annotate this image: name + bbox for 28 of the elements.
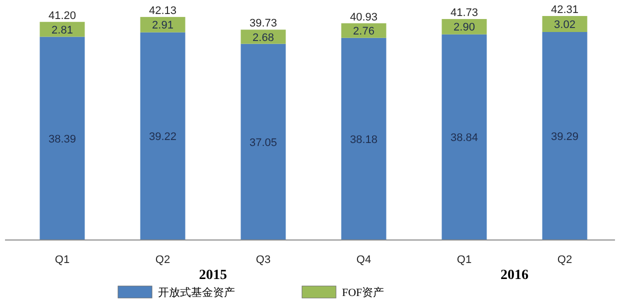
x-tick-label: Q4 <box>356 254 372 266</box>
data-label: 38.18 <box>350 134 378 146</box>
data-label: 38.84 <box>450 132 478 144</box>
legend-label: FOF资产 <box>342 286 384 299</box>
data-label: 39.29 <box>550 130 579 143</box>
total-label: 41.20 <box>48 10 76 22</box>
data-label: 37.05 <box>249 136 278 149</box>
x-tick-label: Q2 <box>557 254 572 266</box>
x-tick-label: Q1 <box>456 254 472 266</box>
x-tick-label: Q3 <box>256 254 271 266</box>
data-label: 38.39 <box>48 133 76 146</box>
x-tick-label: Q2 <box>155 254 170 266</box>
data-label: 2.90 <box>454 22 475 34</box>
data-label: 3.02 <box>554 18 576 31</box>
text: 2015 <box>199 268 227 283</box>
x-tick-label: Q1 <box>54 254 70 266</box>
total-label: 42.31 <box>550 4 579 16</box>
text: 2016 <box>500 268 528 283</box>
total-label: 40.93 <box>350 11 378 24</box>
data-label: 2.91 <box>152 20 174 32</box>
data-label: 2.81 <box>52 24 73 36</box>
total-label: 42.13 <box>148 4 177 17</box>
total-label: 41.73 <box>450 7 478 20</box>
data-label: 2.76 <box>353 26 374 38</box>
data-label: 39.22 <box>148 131 177 144</box>
legend-label: 开放式基金资产 <box>158 286 235 299</box>
data-label: 2.68 <box>252 32 274 44</box>
total-label: 39.73 <box>249 18 278 30</box>
